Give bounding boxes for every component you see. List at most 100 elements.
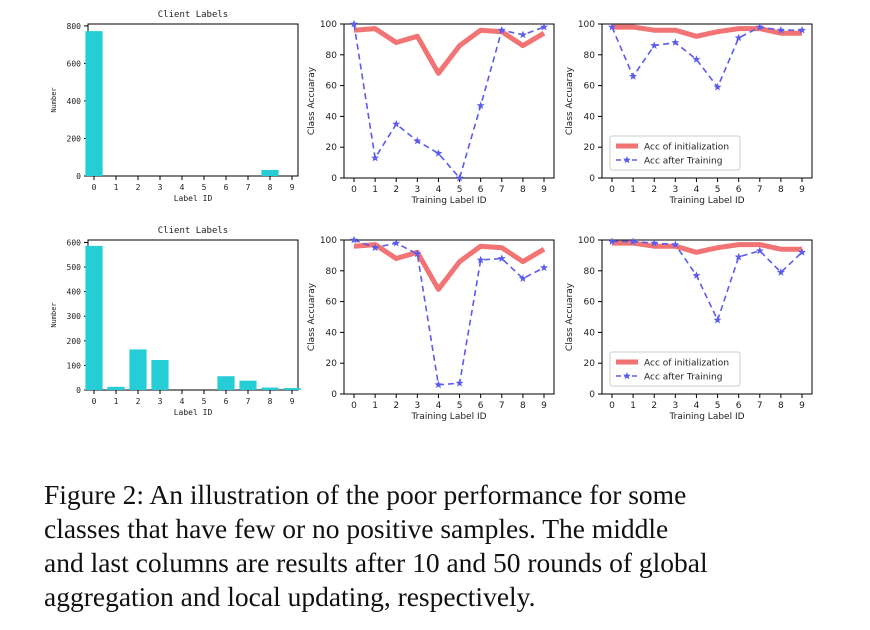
- series-line-after-training: [612, 240, 803, 323]
- y-tick-label: 600: [67, 238, 82, 247]
- y-axis-label: Number: [50, 87, 58, 112]
- series-point-after-training: [671, 38, 680, 46]
- bar-8: [261, 169, 279, 176]
- x-tick-label: 7: [246, 183, 251, 192]
- legend-label: Acc after Training: [644, 373, 722, 383]
- x-tick-label: 2: [136, 183, 141, 192]
- y-tick-label: 0: [76, 172, 81, 181]
- x-tick-label: 3: [414, 401, 420, 411]
- y-tick-label: 80: [584, 51, 596, 61]
- series-line-initialization: [353, 242, 546, 292]
- x-tick-label: 3: [158, 397, 163, 406]
- series-point-after-training: [392, 119, 401, 128]
- x-tick-label: 2: [651, 185, 657, 195]
- y-tick-label: 100: [320, 236, 337, 246]
- x-tick-label: 4: [694, 401, 700, 411]
- legend-marker-after-training: [623, 372, 631, 380]
- x-tick-label: 3: [414, 185, 420, 195]
- series-point-after-training: [798, 26, 806, 34]
- series-point-after-training: [692, 55, 701, 63]
- y-tick-label: 40: [584, 328, 596, 338]
- x-tick-label: 9: [290, 183, 295, 192]
- x-tick-label: 3: [158, 183, 163, 192]
- series-point-after-training: [734, 33, 743, 42]
- x-axis-label: Training Label ID: [410, 412, 486, 422]
- x-tick-label: 7: [757, 185, 763, 195]
- y-tick-label: 0: [589, 174, 595, 184]
- y-tick-label: 400: [67, 288, 82, 297]
- caption-line-4: aggregation and local updating, respecti…: [44, 581, 536, 612]
- plot-frame: [87, 239, 299, 391]
- legend-label: Acc after Training: [644, 157, 722, 167]
- x-tick-label: 1: [630, 401, 636, 411]
- series-point-after-training: [350, 235, 358, 244]
- x-tick-label: 6: [224, 397, 229, 406]
- chart-r1c1: Client Labels 0 200 400 600 800 0 1 2 3 4 5 6 7 8 9 Labe…: [50, 10, 299, 203]
- series-line-initialization: [612, 240, 802, 255]
- x-axis-label: Training Label ID: [410, 196, 486, 206]
- series-point-after-training: [413, 136, 422, 145]
- y-tick-label: 60: [584, 82, 596, 92]
- series-point-after-training: [692, 271, 701, 279]
- x-tick-label: 1: [372, 401, 378, 411]
- series-point-after-training: [413, 249, 422, 258]
- series-point-after-training: [540, 263, 548, 272]
- x-tick-label: 0: [609, 185, 615, 195]
- plot-frame: [87, 23, 299, 177]
- x-tick-label: 8: [520, 401, 526, 411]
- x-tick-label: 7: [499, 185, 505, 195]
- series-point-after-training: [434, 149, 443, 157]
- x-tick-label: 4: [436, 401, 442, 411]
- x-tick-label: 8: [268, 397, 273, 406]
- legend-label: Acc of initialization: [644, 359, 729, 369]
- x-tick-label: 8: [778, 185, 784, 195]
- series-point-after-training: [755, 246, 764, 255]
- series-point-after-training: [350, 19, 358, 28]
- series-line-after-training: [611, 26, 802, 89]
- series-point-after-training: [671, 240, 680, 248]
- x-tick-label: 3: [672, 401, 678, 411]
- series-point-after-training: [434, 380, 443, 389]
- x-tick-label: 0: [351, 401, 357, 411]
- x-tick-label: 0: [92, 183, 97, 192]
- x-tick-label: 2: [393, 401, 399, 411]
- series-point-after-training: [776, 26, 785, 34]
- x-tick-label: 9: [541, 185, 547, 195]
- y-tick-label: 80: [326, 267, 338, 277]
- y-tick-label: 60: [584, 298, 596, 308]
- series-line-initialization: [353, 26, 546, 76]
- x-tick-label: 6: [478, 185, 484, 195]
- y-axis-label: Class Accuaray: [307, 66, 317, 135]
- x-tick-label: 8: [520, 185, 526, 195]
- x-tick-label: 1: [114, 183, 119, 192]
- x-tick-label: 6: [736, 185, 742, 195]
- y-tick-label: 600: [67, 59, 82, 68]
- chart-r1c2: 0 20 40 60 80 100 0 1 2 3 4 5 6 7 8 9 Training Label ID C…: [307, 19, 555, 206]
- y-tick-label: 500: [67, 263, 82, 272]
- x-axis-label: Training Label ID: [668, 412, 744, 422]
- x-tick-label: 0: [92, 397, 97, 406]
- x-tick-label: 0: [351, 185, 357, 195]
- legend-label: Acc of initialization: [644, 143, 729, 153]
- series-point-after-training: [713, 82, 722, 91]
- y-tick-label: 0: [331, 390, 337, 400]
- chart-title: Client Labels: [158, 10, 228, 20]
- x-axis-label: Label ID: [174, 408, 213, 417]
- x-axis-label: Training Label ID: [668, 196, 744, 206]
- series-point-after-training: [629, 72, 638, 80]
- caption-line-1: Figure 2: An illustration of the poor pe…: [44, 479, 687, 510]
- bar-8: [261, 387, 279, 390]
- series-line-after-training: [353, 239, 545, 386]
- x-tick-label: 5: [457, 401, 463, 411]
- x-tick-label: 1: [114, 397, 119, 406]
- series-point-after-training: [392, 238, 401, 247]
- series-point-after-training: [713, 315, 722, 324]
- series-point-after-training: [455, 173, 464, 182]
- x-tick-label: 6: [478, 401, 484, 411]
- y-tick-label: 100: [578, 20, 595, 30]
- legend: Acc of initialization Acc after Training: [609, 135, 741, 171]
- x-tick-label: 2: [393, 185, 399, 195]
- y-tick-label: 40: [584, 112, 596, 122]
- series-point-after-training: [798, 248, 806, 256]
